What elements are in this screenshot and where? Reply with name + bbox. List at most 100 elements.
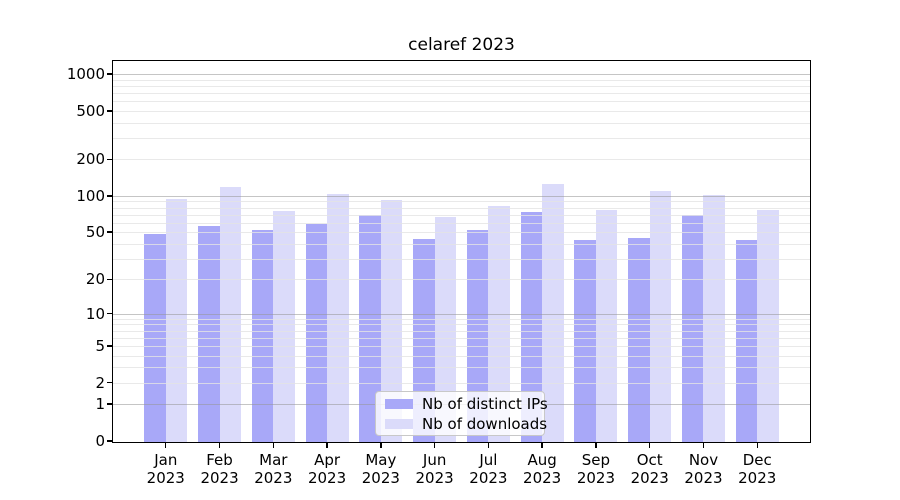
gridline-minor-90 [112,201,811,203]
bar-distinct-ips-aug [520,211,543,443]
gridline-minor-200 [112,159,811,161]
gridline-minor-600 [112,101,811,103]
x-tick-label-aug: Aug 2023 [523,451,562,487]
bar-downloads-oct [649,190,672,443]
gridline-minor-700 [112,93,811,94]
y-tick-10 [107,312,112,315]
bar-downloads-may [380,199,403,443]
legend-row-distinct-ips: Nb of distinct IPs [385,396,548,412]
legend: Nb of distinct IPs Nb of downloads [375,391,548,436]
bar-downloads-sep [595,209,618,443]
gridline-minor-500 [112,110,811,112]
bar-downloads-aug [542,183,564,443]
bar-distinct-ips-may [359,215,381,443]
y-tick-0 [107,440,112,442]
plot-area [112,60,811,443]
gridline-minor-300 [112,137,811,139]
y-tick-label-0: 0 [95,432,105,450]
gridline-minor-400 [112,122,811,124]
x-tick-label-oct: Oct 2023 [630,451,669,487]
gridline-minor-9 [112,318,811,320]
x-tick-mar [272,443,274,448]
x-tick-label-mar: Mar 2023 [254,451,293,487]
gridline-minor-50 [112,232,811,234]
x-tick-sep [595,443,597,448]
legend-label-distinct-ips: Nb of distinct IPs [422,394,548,413]
x-tick-jan [165,443,167,448]
y-tick-label-10: 10 [85,304,105,323]
gridline-major-1000 [112,74,811,75]
gridline-minor-6 [112,337,811,339]
y-tick-label-2: 2 [95,373,105,392]
bar-downloads-mar [273,210,295,443]
x-tick-feb [218,443,221,448]
legend-swatch-distinct-ips [385,398,413,409]
x-tick-label-apr: Apr 2023 [307,451,347,487]
y-tick-500 [107,110,112,112]
bar-downloads-feb [219,187,242,443]
gridline-minor-8 [112,324,811,326]
x-tick-jun [433,443,436,448]
y-tick-label-100: 100 [76,186,105,205]
bar-distinct-ips-feb [198,226,220,443]
legend-label-downloads: Nb of downloads [422,414,548,433]
x-tick-label-jun: Jun 2023 [415,451,454,487]
y-tick-label-5: 5 [95,336,105,355]
gridline-minor-7 [112,330,811,332]
bar-distinct-ips-mar [251,230,274,443]
y-tick-20 [107,278,112,280]
y-tick-label-20: 20 [85,270,105,289]
gridline-minor-800 [112,85,811,87]
bar-distinct-ips-apr [305,223,328,443]
gridline-major-100 [112,195,811,197]
gridline-minor-70 [112,214,811,216]
gridline-minor-900 [112,79,811,81]
y-tick-label-200: 200 [76,150,105,169]
x-tick-oct [648,443,651,448]
y-tick-1000 [107,73,112,75]
gridline-minor-3 [112,367,811,369]
bar-downloads-jan [165,198,188,443]
gridline-minor-80 [112,207,811,209]
gridline-minor-60 [112,222,811,224]
y-tick-100 [107,195,112,197]
x-tick-label-jul: Jul 2023 [469,451,508,487]
x-tick-label-nov: Nov 2023 [684,451,723,487]
x-tick-jul [487,443,490,448]
y-tick-label-1000: 1000 [66,65,105,84]
x-tick-apr [326,443,328,448]
legend-swatch-downloads [385,418,413,429]
legend-row-downloads: Nb of downloads [385,416,547,432]
x-tick-may [380,443,382,448]
bar-distinct-ips-dec [735,240,758,443]
gridline-minor-30 [112,258,811,260]
bar-distinct-ips-oct [628,237,650,443]
x-tick-aug [541,443,543,448]
gridline-minor-5 [112,345,811,347]
gridline-minor-40 [112,243,811,245]
bar-downloads-dec [757,209,779,443]
x-tick-label-sep: Sep 2023 [576,451,616,487]
x-tick-label-may: May 2023 [361,451,400,487]
y-tick-label-50: 50 [85,223,105,242]
bar-distinct-ips-jan [144,234,166,443]
gridline-minor-20 [112,279,811,281]
x-tick-nov [702,443,705,448]
y-tick-50 [107,231,112,233]
y-tick-label-1: 1 [95,395,105,414]
bar-downloads-jun [434,216,457,443]
y-tick-1 [107,403,112,405]
y-tick-label-500: 500 [76,101,105,120]
y-tick-5 [107,345,112,347]
y-tick-200 [107,158,112,160]
gridline-minor-4 [112,355,811,357]
bar-downloads-apr [327,194,349,443]
chart-title: celaref 2023 [408,35,515,55]
gridline-minor-2 [112,382,811,384]
gridline-major-10 [112,313,811,315]
x-tick-dec [756,443,758,448]
x-tick-label-jan: Jan 2023 [146,451,185,487]
x-tick-label-dec: Dec 2023 [738,451,777,487]
bar-distinct-ips-nov [681,214,704,443]
